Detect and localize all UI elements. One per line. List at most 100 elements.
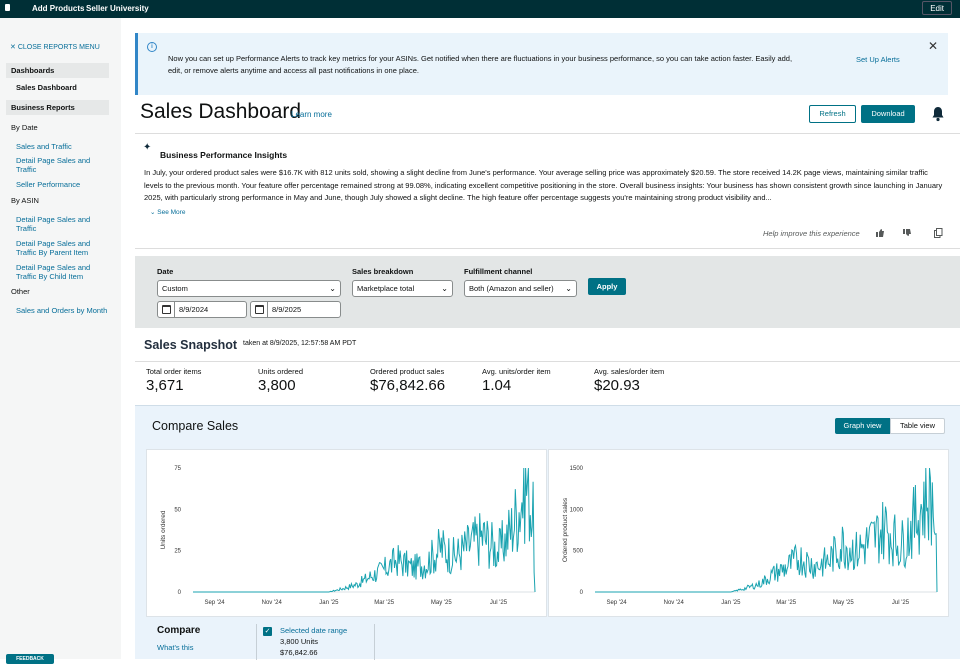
- edit-button[interactable]: Edit: [922, 1, 952, 15]
- calendar-icon: [162, 305, 171, 314]
- units-ordered-chart: 0 25 50 75 Units ordered Sep '24 Nov '24 Jan '2…: [146, 449, 547, 617]
- sales-breakdown-label: Sales breakdown: [352, 267, 413, 276]
- page-title: Sales Dashboard: [140, 100, 301, 124]
- y-tick-label: 1000: [570, 507, 584, 513]
- compare-sales-title: Compare Sales: [152, 419, 238, 433]
- close-reports-label: CLOSE REPORTS MENU: [18, 44, 100, 51]
- date-select[interactable]: Custom⌄: [157, 280, 341, 297]
- x-tick-label: Mar '25: [776, 600, 796, 606]
- apply-button[interactable]: Apply: [588, 278, 626, 295]
- sidebar-item-asin-child[interactable]: Detail Page Sales and Traffic By Child I…: [16, 263, 111, 281]
- x-tick-label: Nov '24: [262, 600, 283, 606]
- y-tick-label: 75: [174, 466, 181, 472]
- see-more-label: See More: [157, 209, 185, 216]
- metric-label: Total order items: [146, 367, 201, 376]
- start-date-value: 8/9/2024: [179, 302, 208, 317]
- performance-alert-banner: i Now you can set up Performance Alerts …: [135, 33, 948, 95]
- x-tick-label: May '25: [431, 600, 452, 606]
- sidebar-item-seller-performance[interactable]: Seller Performance: [16, 180, 111, 189]
- sidebar-item-sales-and-traffic[interactable]: Sales and Traffic: [16, 142, 111, 151]
- sidebar-section-dashboards: Dashboards: [6, 63, 109, 78]
- sidebar-group-by-asin: By ASIN: [11, 196, 39, 205]
- table-view-toggle[interactable]: Table view: [890, 418, 945, 434]
- x-tick-label: Jul '25: [490, 600, 508, 606]
- graph-view-toggle[interactable]: Graph view: [835, 418, 890, 434]
- fulfillment-channel-select[interactable]: Both (Amazon and seller)⌄: [464, 280, 577, 297]
- metric-label: Avg. units/order item: [482, 367, 551, 376]
- close-reports-menu[interactable]: ✕ CLOSE REPORTS MENU: [10, 43, 100, 51]
- feedback-button[interactable]: FEEDBACK: [6, 654, 54, 664]
- bell-icon[interactable]: [931, 106, 945, 122]
- alert-text: Now you can set up Performance Alerts to…: [168, 53, 808, 77]
- info-icon: i: [147, 42, 157, 52]
- metric-value: $76,842.66: [370, 377, 445, 394]
- thumbs-up-icon[interactable]: [875, 228, 885, 238]
- metric-value: 1.04: [482, 377, 551, 394]
- date-select-value: Custom: [162, 284, 188, 293]
- y-tick-label: 50: [174, 507, 181, 513]
- learn-more-link[interactable]: Learn more: [291, 110, 332, 119]
- refresh-button[interactable]: Refresh: [809, 105, 856, 123]
- metric-value: 3,671: [146, 377, 201, 394]
- sidebar-item-asin-parent[interactable]: Detail Page Sales and Traffic By Parent …: [16, 239, 111, 257]
- y-tick-label: 0: [580, 590, 584, 596]
- sidebar-item-sales-dashboard[interactable]: Sales Dashboard: [16, 83, 77, 92]
- x-tick-label: Nov '24: [664, 600, 685, 606]
- sales-breakdown-select[interactable]: Marketplace total⌄: [352, 280, 453, 297]
- chevron-down-icon: ⌄: [565, 281, 572, 296]
- end-date-value: 8/9/2025: [272, 302, 301, 317]
- metric-label: Units ordered: [258, 367, 303, 376]
- sidebar-group-other: Other: [11, 287, 30, 296]
- nav-seller-university[interactable]: Seller University: [86, 4, 149, 13]
- y-axis-label: Units ordered: [160, 510, 167, 549]
- see-more-link[interactable]: ⌄ See More: [150, 208, 185, 216]
- x-tick-label: Sep '24: [204, 600, 225, 606]
- chevron-down-icon: ⌄: [441, 281, 448, 296]
- sidebar-item-sales-orders-month[interactable]: Sales and Orders by Month: [16, 306, 111, 315]
- snapshot-timestamp: taken at 8/9/2025, 12:57:58 AM PDT: [243, 340, 356, 347]
- x-tick-label: Jan '25: [721, 600, 741, 606]
- selected-units: 3,800 Units: [280, 637, 318, 646]
- y-tick-label: 0: [178, 590, 182, 596]
- top-bar: Add Products Seller University Edit: [0, 0, 960, 18]
- nav-add-products[interactable]: Add Products: [32, 4, 84, 13]
- date-label: Date: [157, 267, 173, 276]
- start-date-input[interactable]: 8/9/2024: [157, 301, 247, 318]
- units-ordered-svg: 0 25 50 75 Units ordered Sep '24 Nov '24 Jan '2…: [147, 450, 548, 618]
- compare-label: Compare: [157, 625, 200, 636]
- metric-avg-sales-order-item: Avg. sales/order item$20.93: [594, 367, 664, 394]
- menu-icon[interactable]: [5, 4, 10, 11]
- set-up-alerts-link[interactable]: Set Up Alerts: [856, 55, 900, 64]
- copy-icon[interactable]: [934, 228, 943, 238]
- whats-this-link[interactable]: What's this: [157, 643, 193, 652]
- series-line: [193, 468, 535, 592]
- sidebar-section-business-reports: Business Reports: [6, 100, 109, 115]
- help-improve-text: Help improve this experience: [763, 229, 860, 238]
- sales-snapshot: Sales Snapshot taken at 8/9/2025, 12:57:…: [135, 333, 960, 403]
- metric-ordered-product-sales: Ordered product sales$76,842.66: [370, 367, 445, 394]
- x-tick-label: Mar '25: [374, 600, 394, 606]
- x-tick-label: May '25: [833, 600, 854, 606]
- fulfillment-channel-label: Fulfillment channel: [464, 267, 532, 276]
- thumbs-down-icon[interactable]: [902, 228, 912, 238]
- x-tick-label: Jul '25: [892, 600, 910, 606]
- calendar-icon: [255, 305, 264, 314]
- y-tick-label: 25: [174, 549, 181, 555]
- series-line: [595, 468, 937, 592]
- sidebar-group-by-date: By Date: [11, 123, 38, 132]
- reports-sidebar: ✕ CLOSE REPORTS MENU Dashboards Sales Da…: [0, 18, 121, 659]
- y-tick-label: 500: [573, 549, 584, 555]
- close-icon[interactable]: ✕: [928, 39, 938, 53]
- selected-date-range-label: Selected date range: [280, 626, 347, 635]
- compare-sales-section: Compare Sales Graph view Table view 0 25 5…: [135, 405, 960, 659]
- sidebar-item-detail-page-sales-traffic[interactable]: Detail Page Sales and Traffic: [16, 156, 111, 174]
- sidebar-item-asin-detail-page[interactable]: Detail Page Sales and Traffic: [16, 215, 111, 233]
- download-button[interactable]: Download: [861, 105, 915, 123]
- x-tick-label: Jan '25: [319, 600, 339, 606]
- end-date-input[interactable]: 8/9/2025: [250, 301, 341, 318]
- selected-sales: $76,842.66: [280, 648, 318, 657]
- selected-range-checkbox[interactable]: ✓: [263, 627, 272, 636]
